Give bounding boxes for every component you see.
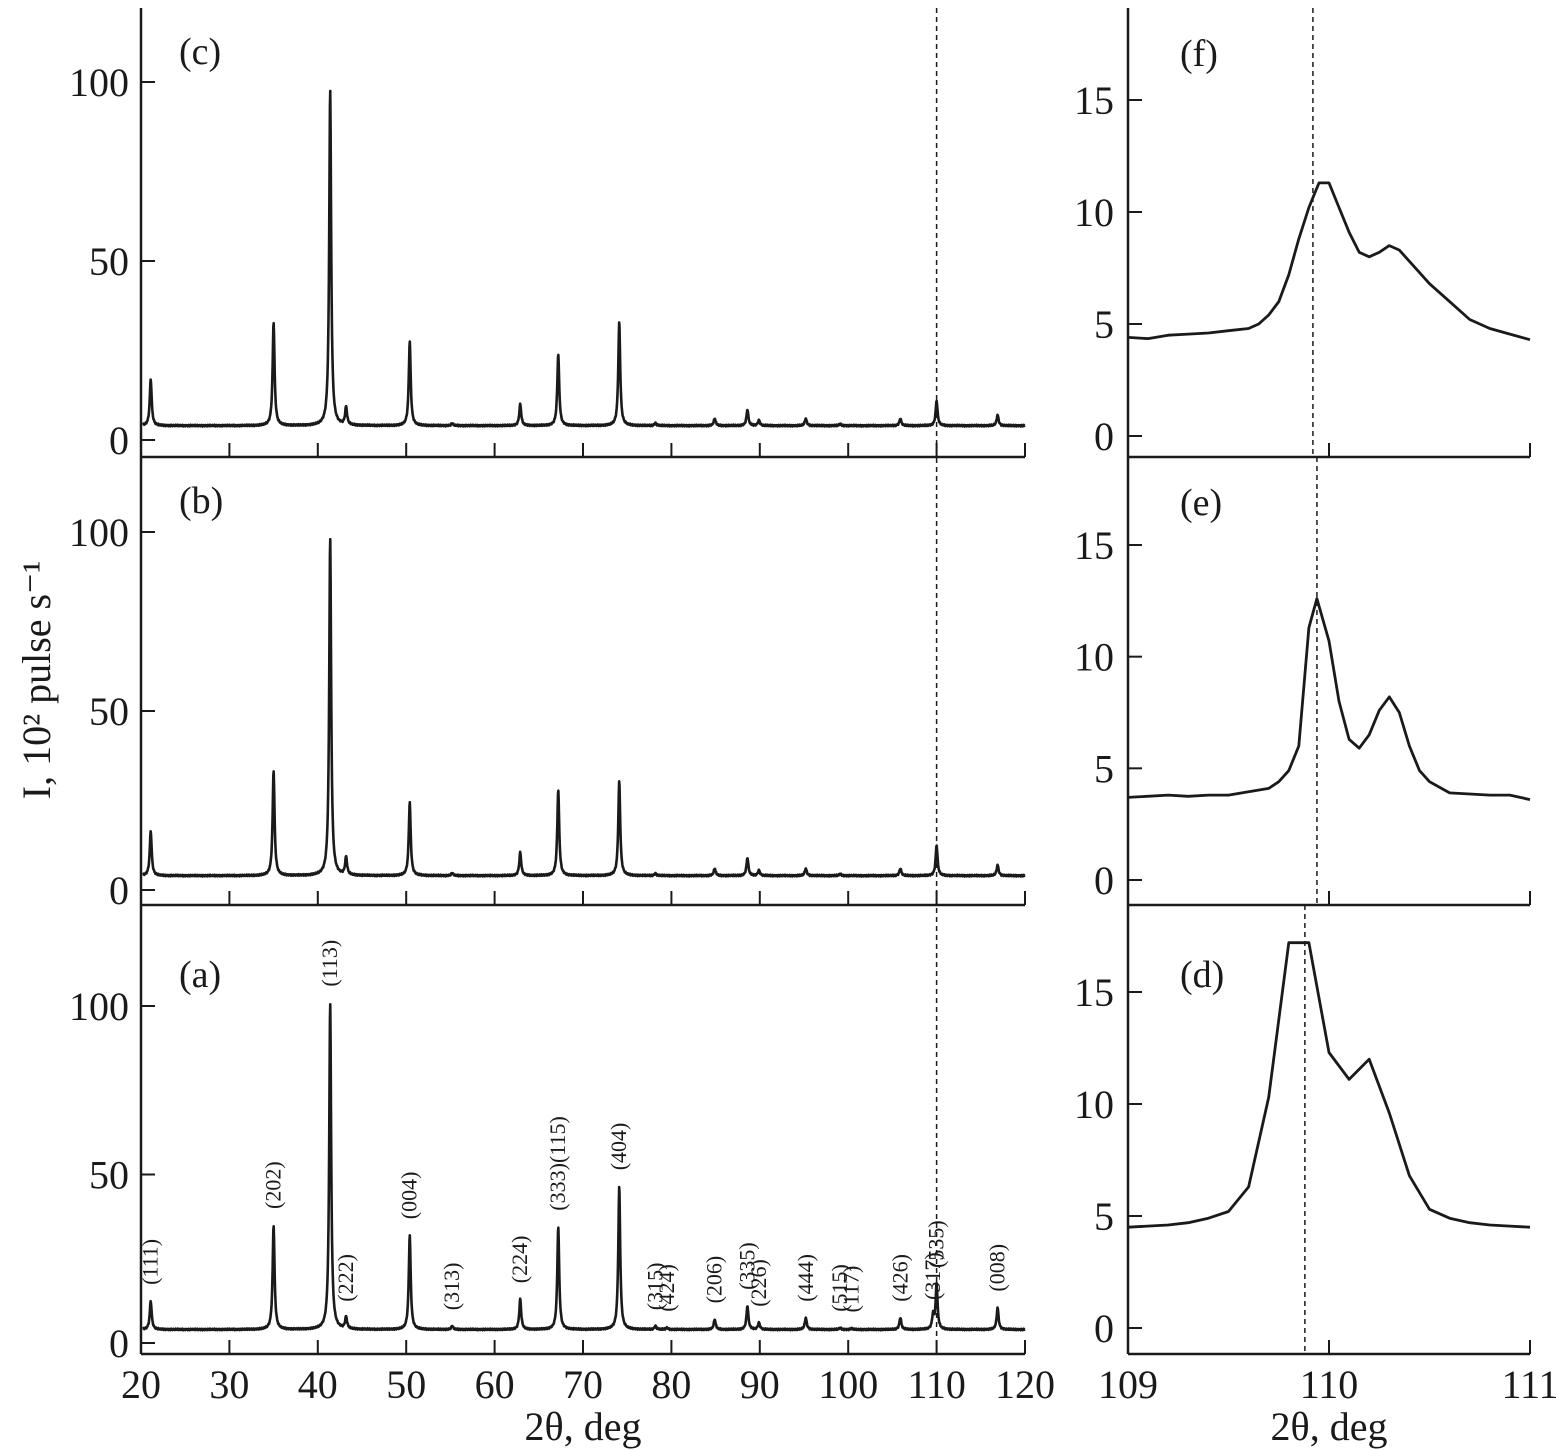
x-axis-title-left: 2θ, deg xyxy=(525,1404,642,1449)
peak-label: (117) xyxy=(839,1266,864,1313)
x-tick-label: 110 xyxy=(1300,1362,1359,1407)
panel-label: (d) xyxy=(1180,954,1224,996)
peak-label: (424) xyxy=(654,1264,679,1312)
x-tick-label: 80 xyxy=(651,1362,691,1407)
x-tick-label: 111 xyxy=(1501,1362,1556,1407)
y-tick-label: 100 xyxy=(69,510,129,555)
peak-label: (426) xyxy=(887,1254,912,1302)
peak-label: (333)(115) xyxy=(545,1116,570,1211)
x-tick-label: 70 xyxy=(563,1362,603,1407)
y-tick-label: 10 xyxy=(1074,190,1114,235)
panel-label: (e) xyxy=(1180,482,1222,524)
peak-label: (224) xyxy=(507,1236,532,1284)
series-line xyxy=(142,1003,1026,1332)
panel-a-plot: 0 50 100 20 30 40 50 60 70 80 90 100 110 120 (a) (111) (… xyxy=(69,905,1055,1407)
panel-label: (a) xyxy=(179,954,221,996)
panel-f-plot: 0 5 10 15 (f) xyxy=(1074,8,1531,459)
panel-b-plot: 0 50 100 (b) xyxy=(69,457,1026,913)
y-tick-label: 0 xyxy=(1094,1306,1114,1351)
y-tick-label: 50 xyxy=(89,689,129,734)
y-tick-label: 15 xyxy=(1074,523,1114,568)
peak-label: (515) xyxy=(827,1264,852,1312)
x-tick-label: 30 xyxy=(209,1362,249,1407)
peak-label: (113) xyxy=(317,940,342,987)
peak-label: (222) xyxy=(333,1254,358,1302)
y-tick-label: 100 xyxy=(69,984,129,1029)
y-tick-label: 5 xyxy=(1094,746,1114,791)
x-tick-label: 109 xyxy=(1098,1362,1158,1407)
y-tick-label: 50 xyxy=(89,1153,129,1198)
panel-d-plot: 0 5 10 15 109 110 111 (d) xyxy=(1074,905,1556,1407)
x-axis-title-right: 2θ, deg xyxy=(1271,1404,1388,1449)
y-tick-label: 10 xyxy=(1074,635,1114,680)
x-tick-label: 50 xyxy=(386,1362,426,1407)
panel-label: (f) xyxy=(1180,33,1218,75)
peak-label: (444) xyxy=(793,1254,818,1302)
panel-c-plot: 0 50 100 (c) xyxy=(69,8,1026,463)
peak-label: (404) xyxy=(606,1123,631,1171)
peak-label: (313) xyxy=(439,1263,464,1311)
peak-label: (111) xyxy=(138,1239,163,1285)
panel-label: (c) xyxy=(179,31,221,73)
series-line xyxy=(142,537,1026,878)
peak-label: (206) xyxy=(702,1256,727,1304)
shared-overlays: 2θ, deg 2θ, deg I, 10² pulse s⁻¹ xyxy=(14,8,1387,1449)
x-tick-label: 120 xyxy=(995,1362,1055,1407)
x-tick-label: 90 xyxy=(740,1362,780,1407)
panel-e-plot: 0 5 10 15 (e) xyxy=(1074,457,1531,907)
y-tick-label: 50 xyxy=(89,239,129,284)
peak-label: (315) xyxy=(643,1263,668,1311)
series-line xyxy=(1127,597,1531,801)
y-tick-label: 0 xyxy=(1094,414,1114,459)
y-tick-label: 5 xyxy=(1094,302,1114,347)
y-tick-label: 0 xyxy=(109,418,129,463)
x-tick-label: 100 xyxy=(818,1362,878,1407)
y-tick-label: 0 xyxy=(109,1321,129,1366)
x-tick-label: 110 xyxy=(907,1362,966,1407)
y-tick-label: 0 xyxy=(109,868,129,913)
y-tick-label: 10 xyxy=(1074,1082,1114,1127)
y-tick-label: 100 xyxy=(69,60,129,105)
peak-label: (335) xyxy=(734,1242,759,1290)
peak-label: (008) xyxy=(985,1244,1010,1292)
peak-label: (317) xyxy=(920,1252,945,1300)
series-line xyxy=(1127,941,1531,1229)
panel-label: (b) xyxy=(179,480,223,522)
series-line xyxy=(1127,181,1531,342)
y-axis-title: I, 10² pulse s⁻¹ xyxy=(14,561,59,799)
peak-label: (202) xyxy=(261,1161,286,1209)
series-line xyxy=(142,89,1026,428)
x-tick-label: 20 xyxy=(121,1362,161,1407)
y-tick-label: 0 xyxy=(1094,858,1114,903)
x-tick-label: 60 xyxy=(475,1362,515,1407)
x-tick-label: 40 xyxy=(298,1362,338,1407)
peak-label: (226) xyxy=(746,1259,771,1307)
y-tick-label: 15 xyxy=(1074,78,1114,123)
peak-label: (004) xyxy=(397,1172,422,1220)
y-tick-label: 15 xyxy=(1074,970,1114,1015)
y-tick-label: 5 xyxy=(1094,1194,1114,1239)
